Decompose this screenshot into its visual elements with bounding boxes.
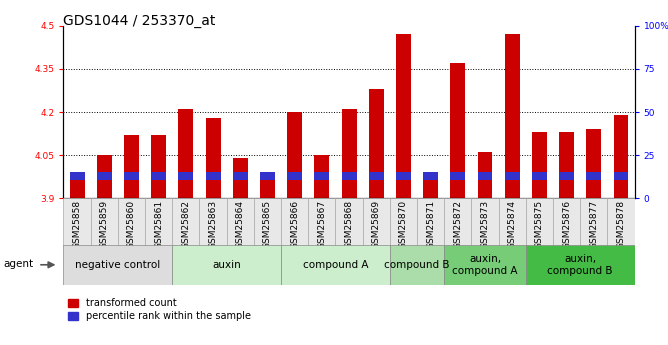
Text: GSM25877: GSM25877 xyxy=(589,200,599,249)
Text: compound A: compound A xyxy=(303,260,368,270)
Bar xyxy=(63,245,172,285)
Bar xyxy=(145,198,172,247)
Bar xyxy=(450,172,466,180)
Bar xyxy=(478,172,492,180)
Bar xyxy=(178,109,193,198)
Text: GSM25873: GSM25873 xyxy=(480,200,490,249)
Bar xyxy=(260,172,275,180)
Bar xyxy=(444,198,472,247)
Text: GSM25866: GSM25866 xyxy=(290,200,299,249)
Bar xyxy=(206,118,220,198)
Bar xyxy=(69,178,85,198)
Text: GDS1044 / 253370_at: GDS1044 / 253370_at xyxy=(63,14,216,28)
Bar xyxy=(97,172,112,180)
Bar xyxy=(472,198,498,247)
Legend: transformed count, percentile rank within the sample: transformed count, percentile rank withi… xyxy=(68,298,250,321)
Bar xyxy=(478,152,492,198)
Text: GSM25872: GSM25872 xyxy=(454,200,462,249)
Bar xyxy=(505,172,520,180)
Bar xyxy=(281,198,308,247)
Bar xyxy=(341,109,357,198)
Bar xyxy=(587,172,601,180)
Text: negative control: negative control xyxy=(75,260,160,270)
Bar xyxy=(526,198,553,247)
Bar xyxy=(498,198,526,247)
Text: GSM25875: GSM25875 xyxy=(535,200,544,249)
Text: GSM25859: GSM25859 xyxy=(100,200,109,249)
Bar xyxy=(363,198,390,247)
Text: GSM25874: GSM25874 xyxy=(508,200,517,249)
Text: GSM25876: GSM25876 xyxy=(562,200,571,249)
Bar xyxy=(200,198,226,247)
Text: GSM25861: GSM25861 xyxy=(154,200,163,249)
Text: GSM25871: GSM25871 xyxy=(426,200,435,249)
Bar xyxy=(613,115,629,198)
Bar xyxy=(505,34,520,198)
Text: GSM25867: GSM25867 xyxy=(317,200,327,249)
Bar xyxy=(97,155,112,198)
Bar xyxy=(532,172,547,180)
Bar xyxy=(287,172,302,180)
Text: auxin: auxin xyxy=(212,260,241,270)
Text: GSM25863: GSM25863 xyxy=(208,200,218,249)
Bar xyxy=(396,34,411,198)
Bar xyxy=(118,198,145,247)
Text: GSM25870: GSM25870 xyxy=(399,200,408,249)
Bar xyxy=(613,172,629,180)
Bar xyxy=(178,172,193,180)
Bar xyxy=(206,172,220,180)
Bar xyxy=(124,172,139,180)
Bar xyxy=(607,198,635,247)
Bar xyxy=(450,63,466,198)
Bar xyxy=(341,172,357,180)
Bar xyxy=(396,172,411,180)
Bar xyxy=(553,198,580,247)
Bar xyxy=(232,158,248,198)
Bar xyxy=(390,198,417,247)
Bar xyxy=(559,172,574,180)
Bar xyxy=(315,172,329,180)
Bar xyxy=(559,132,574,198)
Bar xyxy=(281,245,390,285)
Text: GSM25860: GSM25860 xyxy=(127,200,136,249)
Bar xyxy=(423,172,438,180)
Bar xyxy=(151,172,166,180)
Bar xyxy=(526,245,635,285)
Bar xyxy=(287,112,302,198)
Text: compound B: compound B xyxy=(384,260,450,270)
Bar xyxy=(254,198,281,247)
Bar xyxy=(124,135,139,198)
Bar xyxy=(63,198,91,247)
Bar xyxy=(390,245,444,285)
Text: GSM25862: GSM25862 xyxy=(181,200,190,249)
Bar xyxy=(580,198,607,247)
Bar xyxy=(369,172,383,180)
Text: GSM25869: GSM25869 xyxy=(371,200,381,249)
Bar xyxy=(315,155,329,198)
Bar xyxy=(172,245,281,285)
Text: GSM25864: GSM25864 xyxy=(236,200,244,249)
Bar xyxy=(369,89,383,198)
Bar xyxy=(91,198,118,247)
Bar xyxy=(308,198,335,247)
Bar xyxy=(335,198,363,247)
Bar xyxy=(151,135,166,198)
Bar xyxy=(423,175,438,198)
Bar xyxy=(532,132,547,198)
Bar xyxy=(417,198,444,247)
Text: auxin,
compound A: auxin, compound A xyxy=(452,254,518,276)
Text: GSM25868: GSM25868 xyxy=(345,200,353,249)
Bar xyxy=(226,198,254,247)
Bar xyxy=(172,198,200,247)
Bar xyxy=(444,245,526,285)
Text: GSM25858: GSM25858 xyxy=(73,200,81,249)
Bar xyxy=(232,172,248,180)
Text: auxin,
compound B: auxin, compound B xyxy=(548,254,613,276)
Bar xyxy=(69,172,85,180)
Text: agent: agent xyxy=(3,259,33,269)
Bar xyxy=(260,175,275,198)
Bar xyxy=(587,129,601,198)
Text: GSM25878: GSM25878 xyxy=(617,200,625,249)
Text: GSM25865: GSM25865 xyxy=(263,200,272,249)
